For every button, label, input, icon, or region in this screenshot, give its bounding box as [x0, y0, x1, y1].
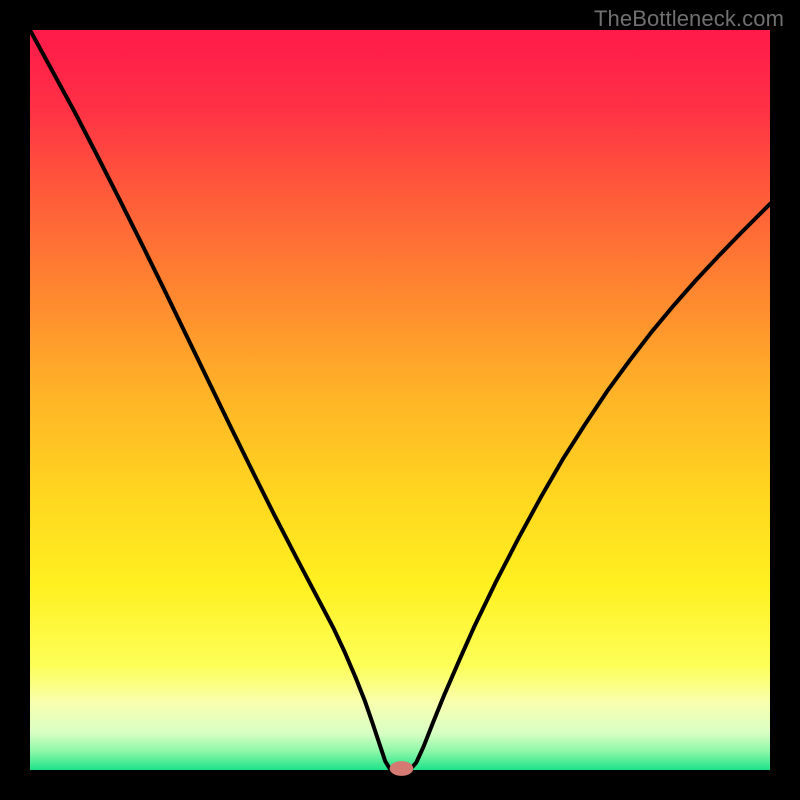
optimal-point-marker — [390, 761, 414, 776]
plot-background — [30, 30, 770, 770]
chart-container: TheBottleneck.com — [0, 0, 800, 800]
watermark-text: TheBottleneck.com — [594, 6, 784, 32]
bottleneck-chart — [0, 0, 800, 800]
